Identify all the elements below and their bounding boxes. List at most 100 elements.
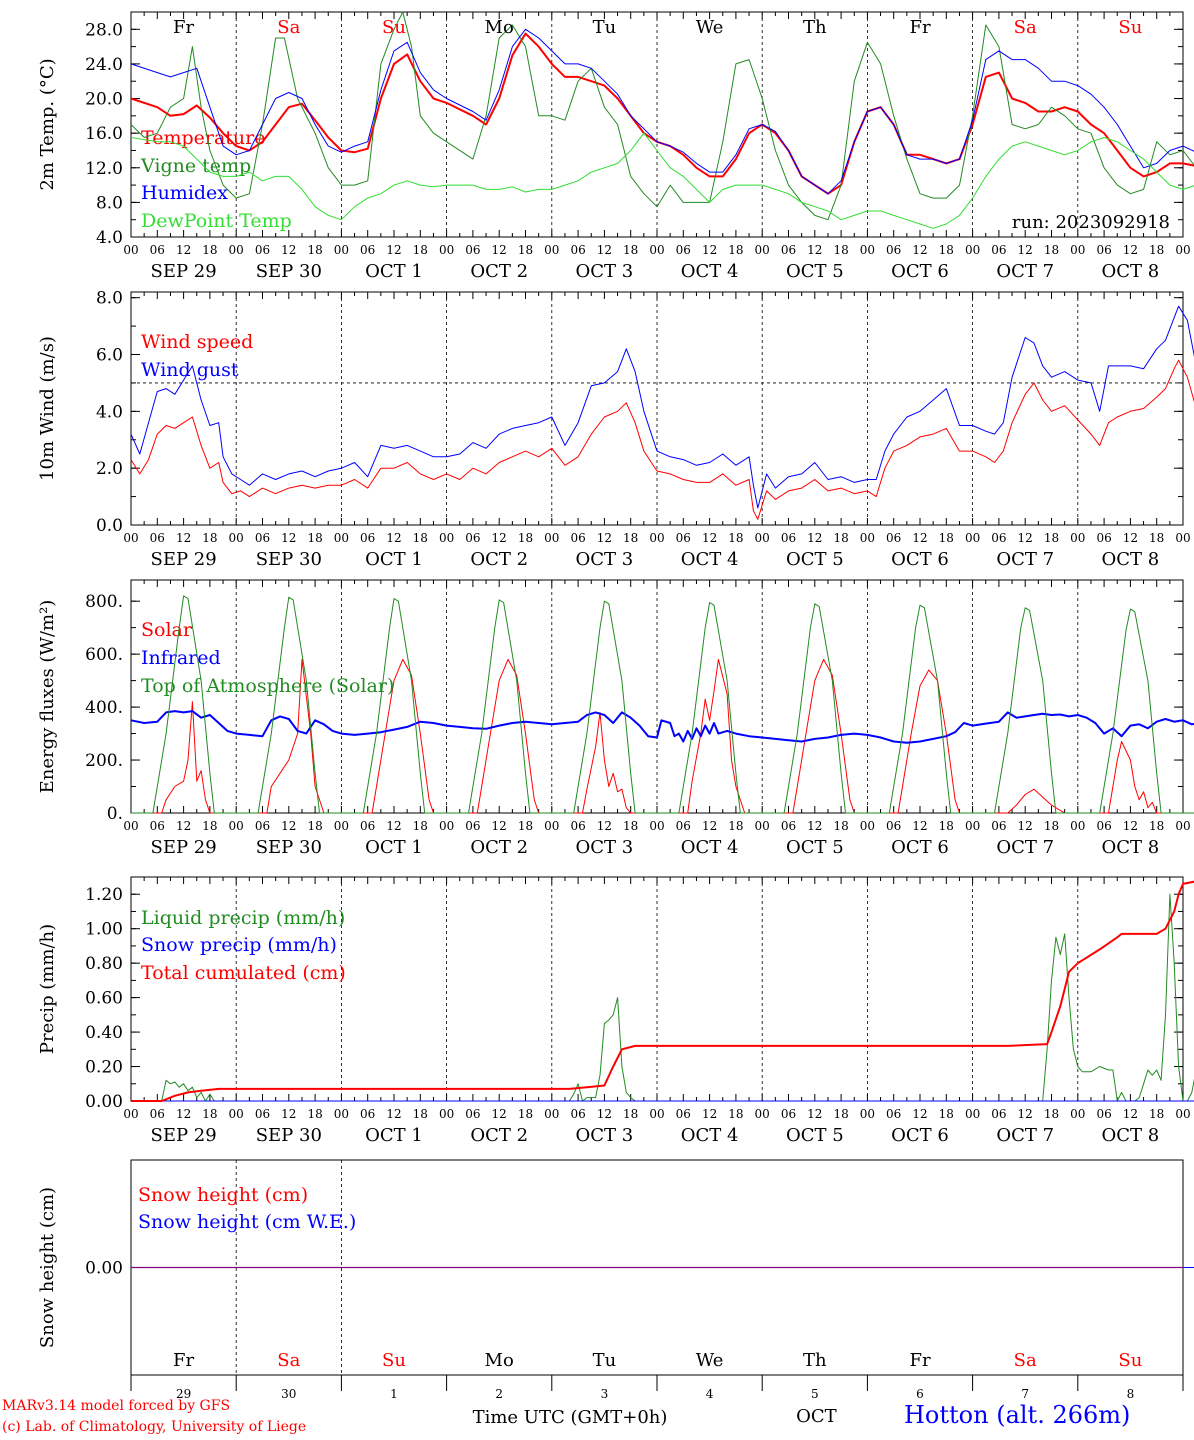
date-label: SEP 29 (150, 261, 216, 282)
hour-tick-label: 12 (176, 243, 191, 257)
date-label: OCT 1 (365, 837, 423, 858)
date-label: OCT 2 (470, 549, 528, 570)
hour-tick-label: 06 (676, 1107, 691, 1121)
y-axis-label: 10m Wind (m/s) (37, 336, 58, 481)
hour-tick-label: 18 (307, 243, 322, 257)
series-line-vigne-temp (130, 11, 1194, 221)
x-axis-title: Time UTC (GMT+0h) (473, 1407, 668, 1428)
hour-tick-label: 00 (965, 243, 980, 257)
y-tick-label: 20.0 (85, 90, 123, 110)
legend-entry: Humidex (141, 182, 228, 204)
date-label: OCT 2 (470, 1125, 528, 1146)
series-line-infrared (130, 710, 1194, 744)
hour-tick-label: 00 (860, 531, 875, 545)
hour-tick-label: 00 (1175, 819, 1190, 833)
hour-tick-label: 06 (255, 531, 270, 545)
hour-tick-label: 00 (755, 819, 770, 833)
hour-tick-label: 12 (597, 531, 612, 545)
day-name-top: Fr (173, 17, 194, 38)
y-tick-label: 0.00 (85, 1259, 123, 1279)
hour-tick-label: 18 (833, 1107, 848, 1121)
hour-tick-label: 18 (1149, 243, 1164, 257)
hour-tick-label: 00 (334, 243, 349, 257)
y-axis-label: Precip (mm/h) (37, 924, 58, 1054)
hour-tick-label: 00 (649, 819, 664, 833)
hour-tick-label: 06 (255, 819, 270, 833)
hour-tick-label: 00 (1175, 1107, 1190, 1121)
hour-tick-label: 06 (676, 819, 691, 833)
hour-tick-label: 18 (833, 531, 848, 545)
series-line-total-cumulated-cm- (131, 880, 1194, 1102)
date-label: SEP 30 (256, 549, 322, 570)
hour-tick-label: 18 (413, 819, 428, 833)
hour-tick-label: 18 (833, 819, 848, 833)
series-line-humidex (130, 28, 1194, 195)
hour-tick-label: 06 (991, 1107, 1006, 1121)
hour-tick-label: 12 (807, 819, 822, 833)
hour-tick-label: 00 (965, 819, 980, 833)
hour-tick-label: 12 (386, 1107, 401, 1121)
hour-tick-label: 12 (1018, 531, 1033, 545)
hour-tick-label: 18 (939, 1107, 954, 1121)
day-name-bottom: Th (803, 1350, 827, 1371)
hour-tick-label: 06 (676, 243, 691, 257)
legend-entry: Wind gust (141, 359, 239, 381)
y-tick-label: 0.20 (85, 1058, 123, 1078)
hour-tick-label: 00 (755, 1107, 770, 1121)
hour-tick-label: 06 (886, 819, 901, 833)
hour-tick-label: 18 (833, 243, 848, 257)
hour-tick-label: 00 (123, 531, 138, 545)
hour-tick-label: 12 (1018, 1107, 1033, 1121)
hour-tick-label: 00 (1175, 531, 1190, 545)
date-label: OCT 5 (786, 1125, 844, 1146)
hour-tick-label: 12 (702, 819, 717, 833)
hour-tick-label: 12 (597, 243, 612, 257)
hour-tick-label: 00 (965, 531, 980, 545)
y-tick-label: 1.20 (85, 885, 123, 905)
hour-tick-label: 18 (307, 531, 322, 545)
y-axis-label: Energy fluxes (W/m²) (37, 600, 58, 794)
hour-tick-label: 18 (413, 531, 428, 545)
day-number-label: 4 (706, 1387, 714, 1401)
hour-tick-label: 18 (307, 819, 322, 833)
legend-entry: Vigne temp (140, 155, 251, 177)
day-name-bottom: Fr (173, 1350, 194, 1371)
y-tick-label: 200. (85, 751, 123, 771)
hour-tick-label: 06 (360, 1107, 375, 1121)
hour-tick-label: 12 (1018, 819, 1033, 833)
hour-tick-label: 18 (202, 531, 217, 545)
hour-tick-label: 00 (1070, 531, 1085, 545)
series-line-liquid-precip-mm-h- (131, 893, 1194, 1102)
hour-tick-label: 00 (229, 1107, 244, 1121)
y-tick-label: 6.0 (96, 346, 123, 366)
date-label: OCT 5 (786, 837, 844, 858)
day-name-bottom: We (696, 1350, 724, 1371)
hour-tick-label: 00 (965, 1107, 980, 1121)
y-tick-label: 0.00 (85, 1092, 123, 1112)
legend-entry: Solar (141, 619, 193, 641)
hour-tick-label: 00 (1070, 1107, 1085, 1121)
y-tick-label: 12.0 (85, 159, 123, 179)
hour-tick-label: 12 (1123, 531, 1138, 545)
hour-tick-label: 12 (281, 243, 296, 257)
hour-tick-label: 18 (728, 243, 743, 257)
date-label: OCT 7 (996, 837, 1054, 858)
legend-entry: Top of Atmosphere (Solar) (141, 675, 394, 697)
hour-tick-label: 06 (150, 531, 165, 545)
hour-tick-label: 00 (439, 819, 454, 833)
hour-tick-label: 06 (570, 1107, 585, 1121)
day-number-label: 8 (1127, 1387, 1135, 1401)
hour-tick-label: 06 (886, 1107, 901, 1121)
date-label: OCT 7 (996, 1125, 1054, 1146)
date-label: OCT 1 (365, 1125, 423, 1146)
legend-entry: Snow height (cm) (138, 1184, 308, 1206)
hour-tick-label: 12 (281, 819, 296, 833)
date-label: OCT 3 (576, 837, 634, 858)
hour-tick-label: 12 (912, 819, 927, 833)
location-label: Hotton (alt. 266m) (904, 1401, 1131, 1429)
hour-tick-label: 00 (860, 243, 875, 257)
hour-tick-label: 00 (860, 819, 875, 833)
date-label: OCT 1 (365, 549, 423, 570)
date-label: OCT 4 (681, 837, 739, 858)
date-label: SEP 30 (256, 1125, 322, 1146)
